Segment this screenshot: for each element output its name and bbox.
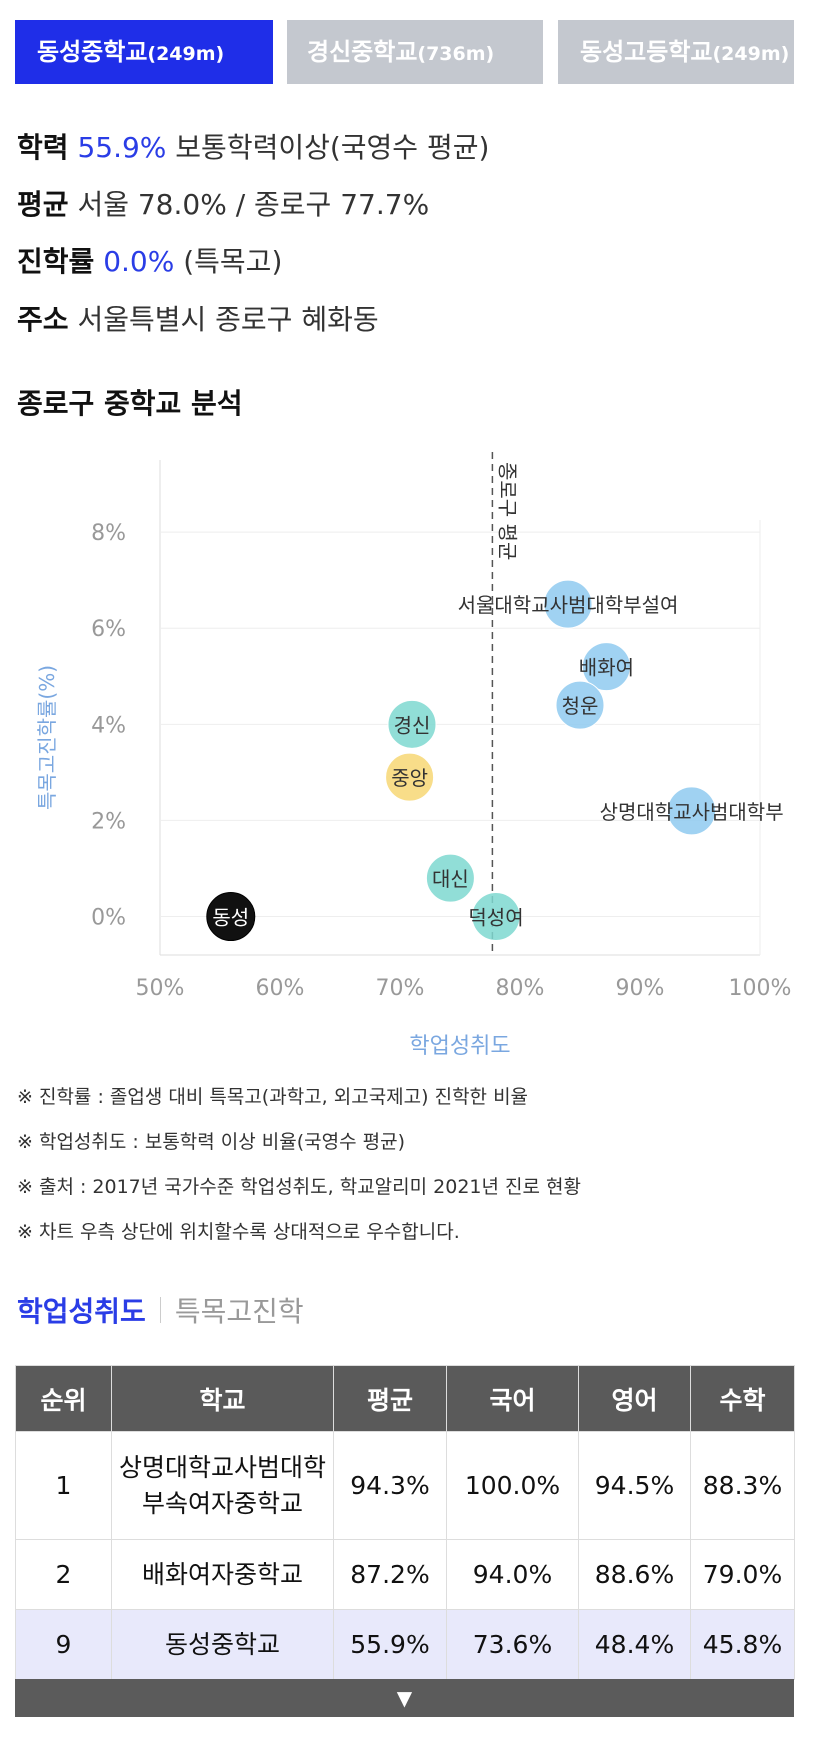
cell-korean: 94.0% [446, 1539, 579, 1610]
tab-separator [159, 1297, 161, 1323]
school-tab-distance: (249m) [712, 43, 790, 65]
note-achievement: ※ 학업성취도 : 보통학력 이상 비율(국영수 평균) [17, 1131, 406, 1153]
x-tick-label: 100% [729, 976, 792, 1001]
average-label: 평균 [17, 188, 69, 221]
data-point-label: 서울대학교사범대학부설여 [458, 593, 679, 617]
note-position: ※ 차트 우측 상단에 위치할수록 상대적으로 우수합니다. [17, 1221, 460, 1243]
advancement-label: 진학률 [17, 245, 95, 278]
school-tab-name: 동성중학교 [37, 38, 148, 66]
cell-math: 88.3% [690, 1431, 795, 1540]
x-tick-label: 70% [376, 976, 425, 1001]
cell-school: 동성중학교 [111, 1609, 334, 1680]
tab-special-high[interactable]: 특목고진학 [174, 1295, 304, 1328]
cell-school: 상명대학교사범대학부속여자중학교 [111, 1431, 334, 1540]
school-tab-gyeongsin-middle[interactable]: 경신중학교(736m) [287, 20, 543, 84]
x-axis-label: 학업성취도 [409, 1034, 510, 1059]
y-tick-label: 4% [91, 713, 126, 738]
scatter-chart: 0% 2% 4% 6% 8% 50% 60% 70% 80% 90% 100% 학업성취도 특목고진학률… [35, 452, 792, 1059]
header-math: 수학 [690, 1365, 795, 1432]
achievement-line: 학력 55.9% 보통학력이상(국영수 평균) [17, 126, 489, 166]
y-axis-label: 특목고진학률(%) [35, 665, 59, 810]
cell-average: 55.9% [333, 1609, 447, 1680]
x-tick-label: 80% [496, 976, 545, 1001]
cell-math: 79.0% [690, 1539, 795, 1610]
table-row-current-school: 9 동성중학교 55.9% 73.6% 48.4% 45.8% [15, 1609, 795, 1680]
header-english: 영어 [578, 1365, 691, 1432]
header-average: 평균 [333, 1365, 447, 1432]
table-header-row: 순위 학교 평균 국어 영어 수학 [15, 1365, 795, 1432]
advancement-value: 0.0% [103, 245, 175, 278]
ranking-table: 순위 학교 평균 국어 영어 수학 1 상명대학교사범대학부속여자중학교 94.… [15, 1365, 795, 1680]
cell-rank: 9 [15, 1609, 112, 1680]
data-point [543, 579, 593, 629]
data-point-label: 배화여 [579, 656, 634, 680]
data-point [667, 786, 717, 836]
cell-korean: 100.0% [446, 1431, 579, 1540]
y-tick-label: 6% [91, 617, 126, 642]
school-tab-distance: (736m) [417, 43, 495, 65]
data-point-label: 청운 [562, 694, 599, 718]
header-school: 학교 [111, 1365, 334, 1432]
data-point [387, 699, 437, 749]
data-point-label: 중앙 [391, 766, 428, 790]
data-point [471, 892, 521, 942]
header-rank: 순위 [15, 1365, 112, 1432]
school-tab-dongseong-high[interactable]: 동성고등학교(249m) [558, 20, 794, 84]
cell-rank: 1 [15, 1431, 112, 1540]
data-point [206, 892, 256, 942]
data-point [425, 853, 475, 903]
school-tabs: 동성중학교(249m) 경신중학교(736m) 동성고등학교(249m) [15, 20, 794, 84]
header-korean: 국어 [446, 1365, 579, 1432]
data-point [555, 680, 605, 730]
cell-english: 48.4% [578, 1609, 691, 1680]
address-value: 서울특별시 종로구 혜화동 [77, 303, 379, 336]
x-tick-label: 90% [616, 976, 665, 1001]
school-tab-name: 경신중학교 [307, 38, 418, 66]
cell-school: 배화여자중학교 [111, 1539, 334, 1610]
data-point-label: 대신 [432, 867, 469, 891]
cell-english: 88.6% [578, 1539, 691, 1610]
y-tick-label: 8% [91, 521, 126, 546]
cell-average: 94.3% [333, 1431, 447, 1540]
ranking-tabs: 학업성취도 특목고진학 [17, 1290, 304, 1330]
school-tab-dongseong-middle[interactable]: 동성중학교(249m) [15, 20, 273, 84]
y-tick-label: 0% [91, 906, 126, 931]
school-tab-distance: (249m) [147, 43, 225, 65]
data-point-label: 덕성여 [468, 906, 523, 930]
achievement-label: 학력 [17, 131, 69, 164]
x-tick-label: 50% [136, 976, 185, 1001]
table-row: 2 배화여자중학교 87.2% 94.0% 88.6% 79.0% [15, 1539, 795, 1610]
cell-english: 94.5% [578, 1431, 691, 1540]
y-tick-label: 2% [91, 809, 126, 834]
achievement-value: 55.9% [77, 131, 167, 164]
expand-table-button[interactable]: ▼ [15, 1679, 794, 1717]
school-tab-name: 동성고등학교 [580, 38, 713, 66]
cell-rank: 2 [15, 1539, 112, 1610]
triangle-down-icon: ▼ [396, 1686, 413, 1710]
data-point-label: 동성 [212, 906, 249, 930]
cell-average: 87.2% [333, 1539, 447, 1610]
address-line: 주소 서울특별시 종로구 혜화동 [17, 298, 379, 338]
cell-math: 45.8% [690, 1609, 795, 1680]
address-label: 주소 [17, 303, 69, 336]
table-row: 1 상명대학교사범대학부속여자중학교 94.3% 100.0% 94.5% 88… [15, 1431, 795, 1540]
average-value: 서울 78.0% / 종로구 77.7% [77, 188, 430, 221]
data-point [581, 642, 631, 692]
advancement-desc: (특목고) [183, 245, 283, 278]
average-line: 평균 서울 78.0% / 종로구 77.7% [17, 183, 429, 223]
tab-achievement[interactable]: 학업성취도 [17, 1295, 146, 1328]
note-advancement: ※ 진학률 : 졸업생 대비 특목고(과학고, 외고국제고) 진학한 비율 [17, 1086, 529, 1108]
x-tick-label: 60% [256, 976, 305, 1001]
data-point [385, 752, 435, 802]
data-point-label: 상명대학교사범대학부 [600, 800, 784, 824]
section-title: 종로구 중학교 분석 [17, 387, 243, 420]
data-point-label: 경신 [394, 713, 431, 737]
achievement-desc: 보통학력이상(국영수 평균) [175, 131, 490, 164]
note-source: ※ 출처 : 2017년 국가수준 학업성취도, 학교알리미 2021년 진로 … [17, 1176, 581, 1198]
chart-notes: ※ 진학률 : 졸업생 대비 특목고(과학고, 외고국제고) 진학한 비율 ※ … [17, 1083, 581, 1263]
cell-korean: 73.6% [446, 1609, 579, 1680]
district-average-label: 종로구 평균 [495, 462, 519, 560]
advancement-line: 진학률 0.0% (특목고) [17, 240, 282, 280]
